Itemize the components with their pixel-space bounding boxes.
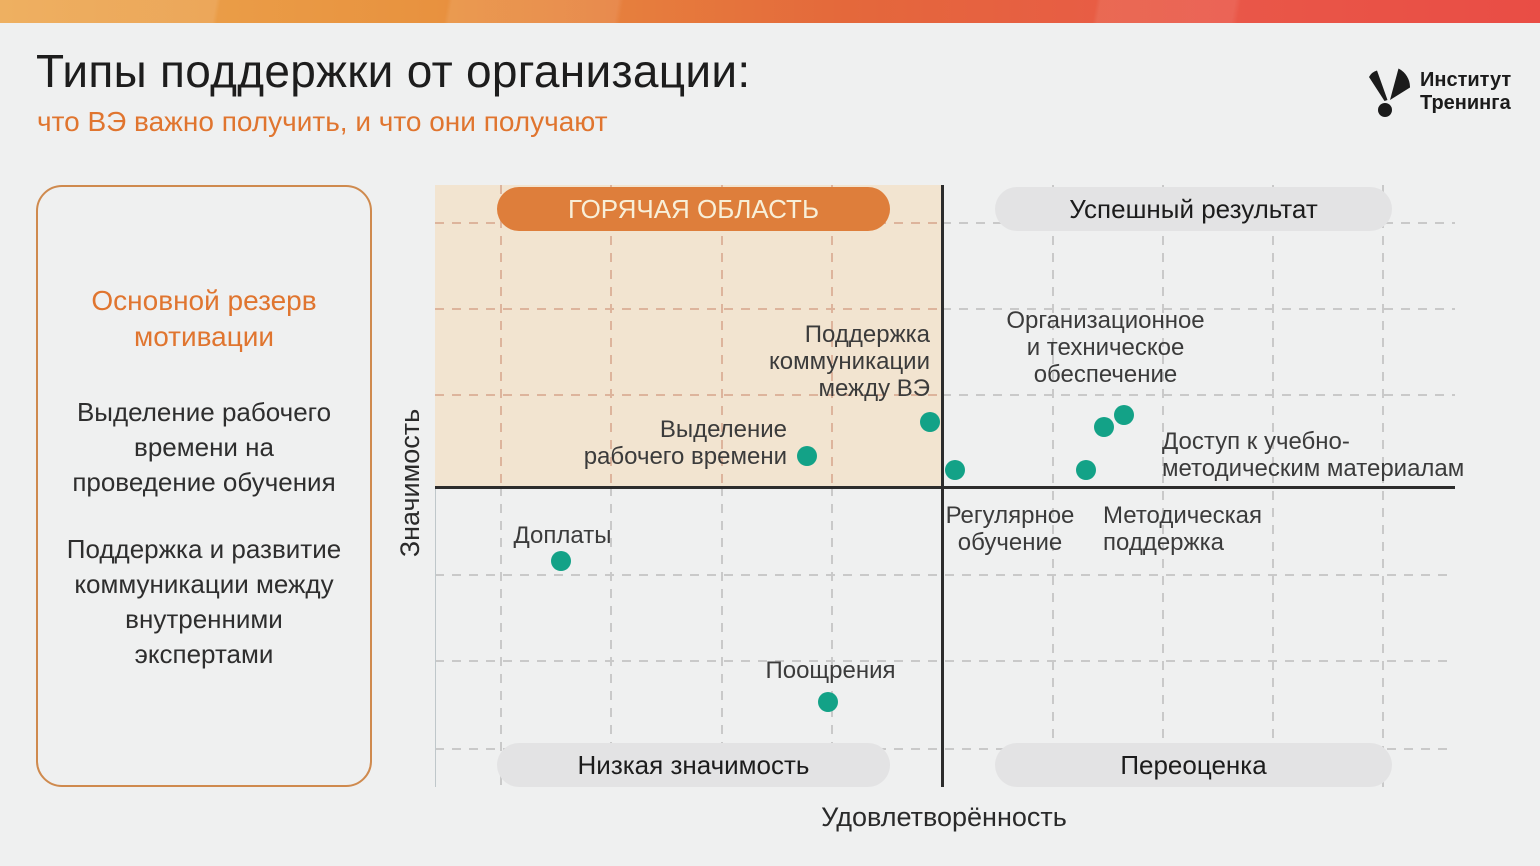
data-point-regular-training bbox=[945, 459, 966, 480]
shuttlecock-icon bbox=[1366, 66, 1410, 118]
data-point-methodological-support bbox=[1075, 459, 1096, 480]
gridline bbox=[831, 185, 833, 487]
data-point-organizational-technical-support bbox=[1094, 417, 1115, 437]
gridline bbox=[500, 487, 502, 787]
quadrant-label-low-significance: Низкая значимость bbox=[497, 743, 890, 787]
data-point-allocation-of-working-time bbox=[797, 445, 818, 466]
logo-line-2: Тренинга bbox=[1420, 92, 1511, 114]
motivation-reserve-panel: Основной резерв мотивации Выделение рабо… bbox=[36, 185, 372, 787]
page-subtitle: что ВЭ важно получить, и что они получаю… bbox=[37, 106, 608, 137]
quadrant-label-successful-result: Успешный результат bbox=[995, 187, 1392, 231]
data-point-incentives bbox=[817, 692, 838, 713]
point-label-support-communication-between-experts: Поддержка коммуникации между ВЭ bbox=[769, 321, 930, 402]
logo-text: Институт Тренинга bbox=[1420, 69, 1511, 115]
gridline bbox=[435, 748, 1455, 750]
quadrant-label-hot-area: ГОРЯЧАЯ ОБЛАСТЬ bbox=[497, 187, 890, 231]
gridline bbox=[721, 487, 723, 787]
x-axis-label: Удовлетворённость bbox=[821, 802, 1067, 832]
gridline bbox=[435, 660, 1455, 662]
top-banner bbox=[0, 0, 1540, 23]
sidebar-item-working-time: Выделение рабочего времени на проведение… bbox=[72, 397, 336, 497]
point-label-incentives: Поощрения bbox=[765, 657, 896, 684]
gridline bbox=[942, 308, 1455, 310]
hot-area-region bbox=[435, 185, 943, 488]
gridline bbox=[435, 394, 942, 396]
gridline bbox=[500, 185, 502, 487]
quadrant-label-overestimation: Переоценка bbox=[995, 743, 1392, 787]
sidebar-item-communication: Поддержка и развитие коммуникации между … bbox=[66, 534, 342, 669]
point-label-access-to-training-materials: Доступ к учебно-методическим материалам bbox=[1162, 428, 1465, 482]
plot-left-border bbox=[435, 487, 436, 787]
gridline bbox=[610, 185, 612, 487]
data-point-extra-payments bbox=[551, 551, 572, 572]
gridline bbox=[831, 487, 833, 787]
logo: Институт Тренинга bbox=[1366, 66, 1511, 118]
data-point-access-to-training-materials bbox=[1113, 404, 1134, 425]
data-point-support-communication-between-experts bbox=[919, 412, 940, 433]
gridline bbox=[610, 487, 612, 787]
logo-line-1: Институт bbox=[1420, 69, 1512, 91]
point-label-methodological-support: Методическая поддержка bbox=[1103, 502, 1262, 556]
point-label-extra-payments: Доплаты bbox=[513, 522, 612, 549]
page-title: Типы поддержки от организации: bbox=[36, 45, 751, 97]
gridline bbox=[435, 574, 1455, 576]
point-label-allocation-of-working-time: Выделение рабочего времени bbox=[583, 416, 787, 470]
horizontal-axis bbox=[435, 486, 1455, 489]
quadrant-scatter-chart: ГОРЯЧАЯ ОБЛАСТЬ Успешный результат Низка… bbox=[435, 185, 1464, 787]
gridline bbox=[942, 394, 1455, 396]
point-label-regular-training: Регулярное обучение bbox=[945, 502, 1075, 556]
gridline bbox=[435, 308, 942, 310]
sidebar-heading: Основной резерв мотивации bbox=[91, 285, 317, 352]
y-axis-label: Значимость bbox=[395, 408, 425, 558]
point-label-organizational-technical-support: Организационное и техническое обеспечение bbox=[1006, 307, 1205, 388]
gridline bbox=[721, 185, 723, 487]
